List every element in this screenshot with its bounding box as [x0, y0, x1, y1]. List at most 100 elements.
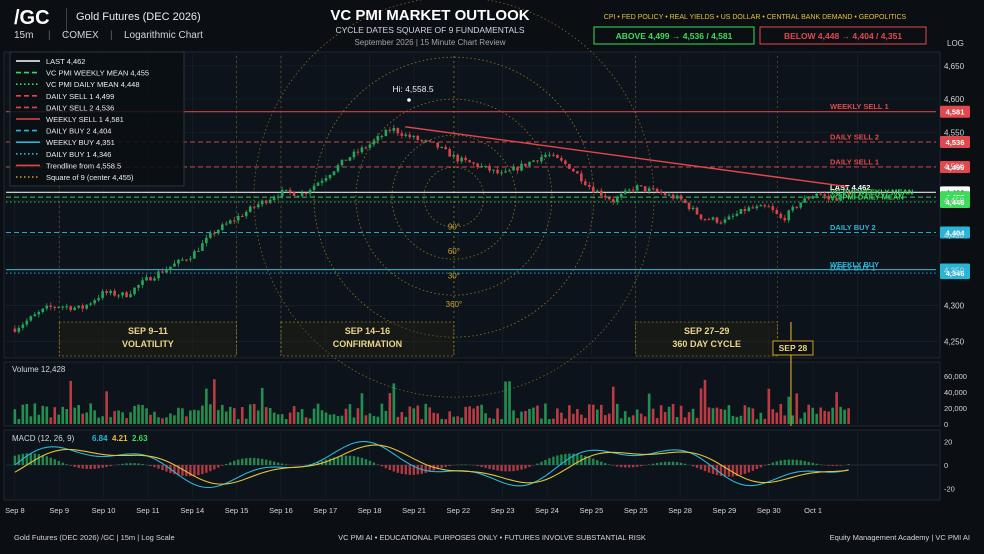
macd-histogram-bar [348, 455, 352, 465]
x-tick-label: Sep 29 [713, 506, 737, 515]
x-tick-label: Sep 14 [180, 506, 204, 515]
legend-label: LAST 4,462 [46, 57, 85, 66]
candle-body [783, 217, 787, 221]
volume-bar [599, 404, 603, 424]
volume-bar [496, 408, 499, 424]
volume-bar [619, 418, 623, 424]
x-tick-label: Sep 8 [5, 506, 25, 515]
candle-body [197, 250, 200, 252]
page-subtitle-2: September 2026 | 15 Minute Chart Review [354, 38, 505, 47]
candle-body [256, 204, 260, 208]
macd-histogram-bar [81, 465, 84, 469]
timeframe-label: 15m [14, 30, 33, 41]
macd-histogram-bar [173, 465, 176, 475]
candle-body [73, 307, 77, 311]
volume-bar [217, 410, 220, 424]
macd-histogram-bar [540, 461, 543, 465]
macd-histogram-bar [719, 465, 723, 476]
macd-histogram-bar [723, 465, 727, 477]
candle-body [811, 196, 815, 199]
volume-bar [715, 407, 719, 424]
macd-histogram-bar [424, 465, 427, 473]
volume-bar [137, 404, 140, 424]
volume-bar [57, 414, 61, 424]
cycle-title: SEP 27–29 [684, 326, 729, 336]
candle-body [348, 157, 352, 161]
volume-bar [328, 414, 332, 424]
candle-body [284, 189, 288, 191]
candle-body [17, 327, 21, 332]
candle-body [352, 151, 356, 158]
macd-histogram-bar [516, 465, 519, 471]
macd-histogram-bar [596, 460, 599, 465]
macd-histogram-bar [400, 465, 404, 474]
volume-bar [835, 392, 838, 424]
volume-bar [815, 413, 818, 424]
macd-histogram-bar [45, 456, 48, 465]
volume-bar [763, 418, 767, 424]
macd-histogram-bar [747, 465, 751, 473]
candle-body [276, 196, 280, 198]
macd-histogram-bar [53, 459, 56, 465]
volume-bar [735, 416, 739, 424]
volume-bar [607, 413, 611, 424]
volume-bar [831, 407, 834, 424]
macd-histogram-bar [229, 462, 232, 465]
volume-bar [244, 418, 248, 424]
macd-histogram-bar [37, 454, 41, 465]
x-tick-label: Sep 15 [225, 506, 249, 515]
candle-body [440, 146, 444, 148]
volume-bar [739, 415, 743, 424]
macd-histogram-bar [500, 465, 503, 472]
high-label: Hi: 4,558.5 [392, 84, 433, 94]
macd-histogram-bar [480, 465, 483, 467]
legend-label: Square of 9 (center 4,455) [46, 173, 134, 182]
volume-bar [827, 411, 830, 424]
level-tag [940, 226, 970, 239]
macd-histogram-bar [444, 465, 447, 467]
candle-body [244, 211, 248, 217]
cycle-title: SEP 9–11 [128, 326, 168, 336]
candle-body [432, 141, 436, 143]
volume-bar [256, 410, 260, 424]
volume-bar [396, 416, 400, 424]
candle-body [105, 291, 108, 294]
candle-body [209, 233, 212, 238]
volume-bar [73, 407, 77, 424]
volume-bar [675, 417, 679, 424]
divider: | [110, 30, 113, 41]
volume-bar [268, 408, 272, 424]
macd-histogram-bar [739, 465, 743, 476]
macd-histogram-bar [109, 465, 112, 467]
candle-body [799, 202, 803, 208]
candle-body [344, 159, 348, 161]
candle-body [444, 146, 448, 150]
volume-bar [464, 406, 467, 424]
candle-body [193, 251, 196, 259]
volume-bar [787, 396, 791, 424]
volume-bar [500, 419, 503, 424]
candle-body [735, 213, 739, 216]
candle-body [472, 162, 475, 164]
macd-histogram-bar [584, 455, 587, 465]
volume-bar [444, 419, 448, 424]
candle-body [823, 194, 826, 197]
candle-body [763, 205, 767, 207]
macd-histogram-bar [799, 460, 802, 465]
volume-bar [21, 404, 25, 424]
candle-body [456, 154, 459, 162]
header: /GC Gold Futures (DEC 2026) 15m | COMEX … [14, 7, 964, 48]
volume-bar [627, 417, 631, 424]
volume-bar [783, 415, 787, 424]
x-tick-label: Sep 28 [668, 506, 692, 515]
volume-bar [336, 416, 340, 424]
volume-bar [528, 408, 531, 424]
volume-bar [767, 388, 771, 424]
legend-label: DAILY SELL 1 4,499 [46, 92, 114, 101]
volume-bar [93, 410, 96, 424]
volume-bar [33, 403, 37, 424]
macd-histogram-bar [667, 461, 671, 465]
volume-bar [436, 413, 440, 424]
candle-body [560, 157, 563, 161]
candle-body [580, 173, 583, 182]
